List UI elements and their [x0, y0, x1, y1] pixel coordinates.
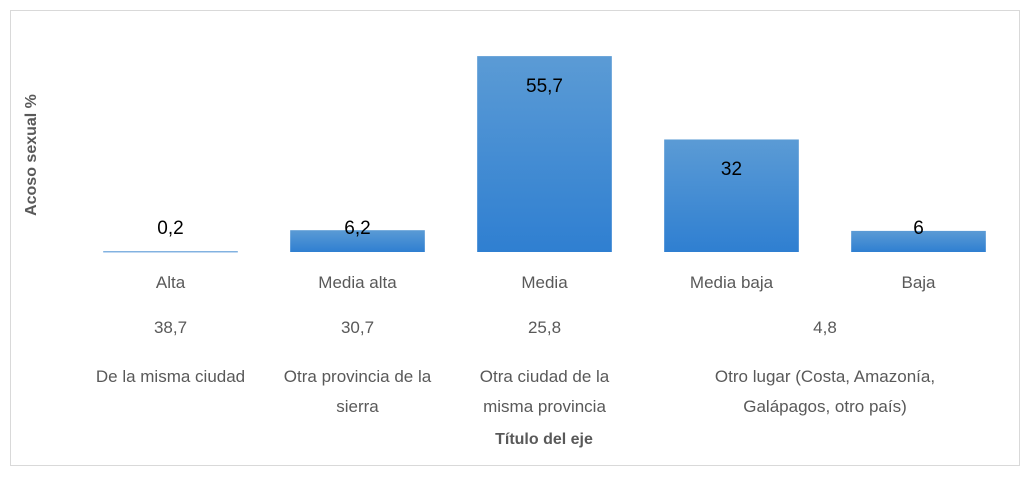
bar	[851, 230, 986, 252]
x-group-label: Otra ciudad de la misma provincia	[479, 367, 610, 416]
data-label: 0,2	[157, 218, 184, 239]
x-group-label: 30,7	[340, 318, 375, 337]
bar	[477, 56, 612, 252]
x-tick-label: Alta	[155, 273, 186, 292]
bar	[290, 230, 425, 252]
data-label: 6	[913, 218, 924, 239]
x-group-label: Otro lugar (Costa, Amazonía, Galápagos, …	[714, 367, 936, 416]
data-label: 6,2	[344, 218, 371, 239]
x-group-label: 38,7	[153, 318, 188, 337]
x-group-label: Otra provincia de la sierra	[283, 367, 432, 416]
data-label: 55,7	[526, 76, 563, 98]
x-group-label: De la misma ciudad	[95, 367, 246, 386]
bar	[664, 139, 799, 252]
x-group-label: 4,8	[813, 318, 837, 337]
x-tick-label: Baja	[901, 273, 936, 292]
data-label: 32	[720, 159, 743, 181]
x-tick-label: Media baja	[689, 273, 774, 292]
y-axis-title: Acoso sexual %	[23, 94, 40, 216]
x-group-label: 25,8	[527, 318, 562, 337]
x-tick-label: Media	[521, 273, 568, 292]
x-axis-title: Título del eje	[495, 431, 593, 448]
chart-frame	[10, 10, 1020, 466]
x-tick-label: Media alta	[318, 273, 397, 292]
bar	[103, 251, 238, 253]
